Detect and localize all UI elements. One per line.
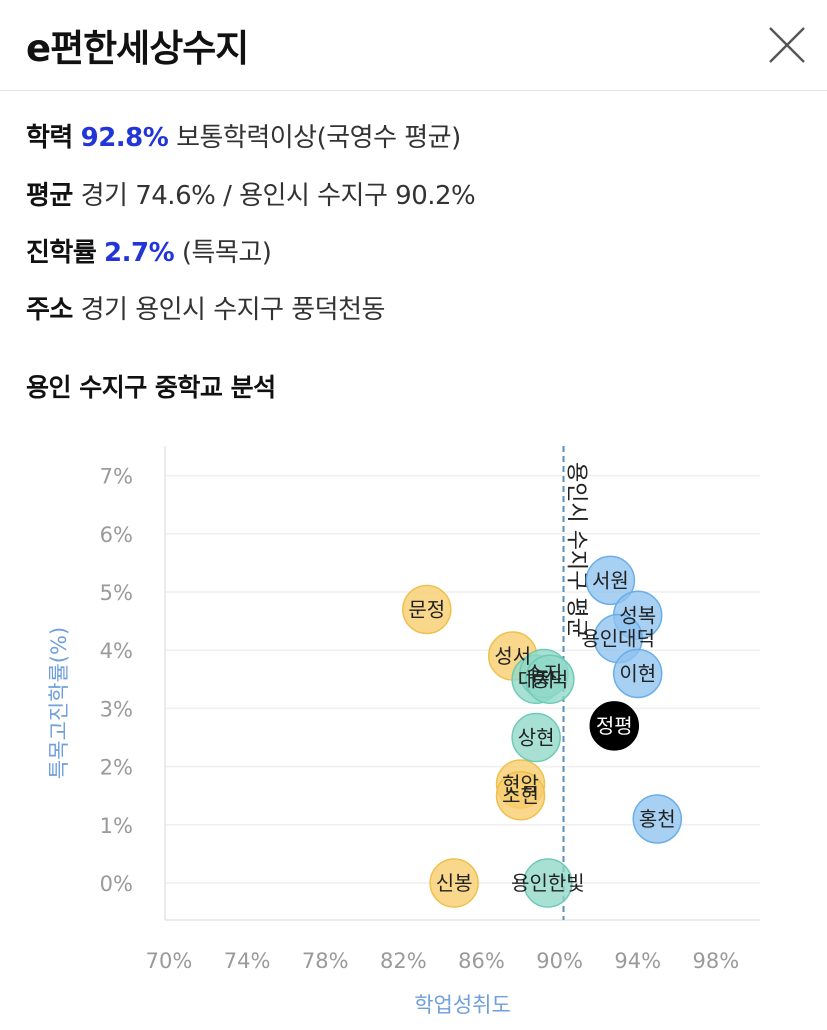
y-tick-label: 0% (100, 872, 133, 896)
x-tick-label: 78% (302, 949, 349, 973)
data-point-label: 풍덕 (531, 667, 568, 691)
academic-label: 학력 (26, 123, 73, 153)
y-ticks: 0% 1% 2% 3% 4% 5% 6% 7% (100, 465, 133, 896)
y-tick-label: 5% (100, 581, 133, 605)
address-text: 경기 용인시 수지구 풍덕천동 (80, 295, 386, 325)
x-tick-label: 74% (224, 949, 271, 973)
data-point-label: 용인대덕 (581, 627, 655, 651)
page-title: e편한세상수지 (26, 27, 249, 70)
header: e편한세상수지 (0, 0, 827, 91)
y-tick-label: 6% (100, 523, 133, 547)
data-point-label: 정평 (596, 714, 633, 738)
data-point-label: 문정 (408, 597, 445, 621)
reference-line-label: 용인시 수지구 평균 (564, 462, 589, 638)
x-tick-label: 98% (692, 949, 739, 973)
section-title: 용인 수지구 중학교 분석 (26, 373, 276, 402)
advance-value: 2.7% (104, 238, 175, 268)
address-row: 주소 경기 용인시 수지구 풍덕천동 (26, 289, 385, 326)
x-axis-label: 학업성취도 (414, 993, 511, 1017)
data-point (429, 858, 479, 908)
data-point-label: 홍천 (639, 807, 676, 831)
academic-row: 학력 92.8% 보통학력이상(국영수 평균) (26, 117, 461, 154)
x-tick-label: 82% (380, 949, 427, 973)
data-point (495, 770, 546, 821)
x-tick-label: 86% (458, 949, 505, 973)
y-tick-label: 7% (100, 465, 133, 489)
data-point-label: 상현 (518, 726, 555, 750)
average-text: 경기 74.6% / 용인시 수지구 90.2% (80, 181, 476, 211)
x-tick-label: 94% (614, 949, 661, 973)
y-axis-label: 특목고진학률(%) (47, 627, 71, 779)
average-label: 평균 (26, 181, 73, 211)
data-point-label: 서원 (592, 568, 629, 592)
data-point (525, 654, 575, 705)
average-row: 평균 경기 74.6% / 용인시 수지구 90.2% (26, 175, 476, 212)
data-point (632, 794, 682, 844)
y-tick-label: 2% (100, 756, 133, 780)
data-point-label: 신봉 (436, 871, 473, 895)
data-point (523, 858, 573, 908)
scatter-chart: 0% 1% 2% 3% 4% 5% 6% 7% 70% 74% 78% 82% 86% 90% 94% 98… (47, 446, 760, 1017)
grid (165, 474, 760, 884)
academic-desc: 보통학력이상(국영수 평균) (176, 123, 461, 153)
close-icon[interactable] (762, 20, 812, 70)
advance-label: 진학률 (26, 238, 97, 268)
data-point-label: 용인한빛 (511, 871, 585, 895)
address-label: 주소 (26, 295, 73, 325)
data-point (612, 648, 663, 699)
academic-value: 92.8% (80, 123, 169, 153)
x-ticks: 70% 74% 78% 82% 86% 90% 94% 98% (146, 949, 740, 973)
data-point-label: 이현 (619, 661, 656, 685)
advance-desc: (특목고) (181, 238, 272, 268)
data-point-label: 성서 (494, 644, 531, 668)
data-point (402, 584, 452, 635)
x-tick-label: 90% (536, 949, 583, 973)
y-tick-label: 1% (100, 814, 133, 838)
data-point (585, 555, 636, 606)
advance-row: 진학률 2.7% (특목고) (26, 232, 272, 269)
data-point (589, 701, 640, 751)
data-point-label: 대지 (518, 667, 555, 691)
data-point-label: 성복 (619, 603, 656, 627)
x-tick-label: 70% (146, 949, 193, 973)
y-tick-label: 3% (100, 697, 133, 721)
data-point-label: 현암 (502, 772, 539, 796)
data-point (511, 712, 561, 763)
data-point-label: 소현 (502, 784, 539, 808)
y-tick-label: 4% (100, 639, 133, 663)
data-point-label: 수지 (526, 661, 563, 685)
